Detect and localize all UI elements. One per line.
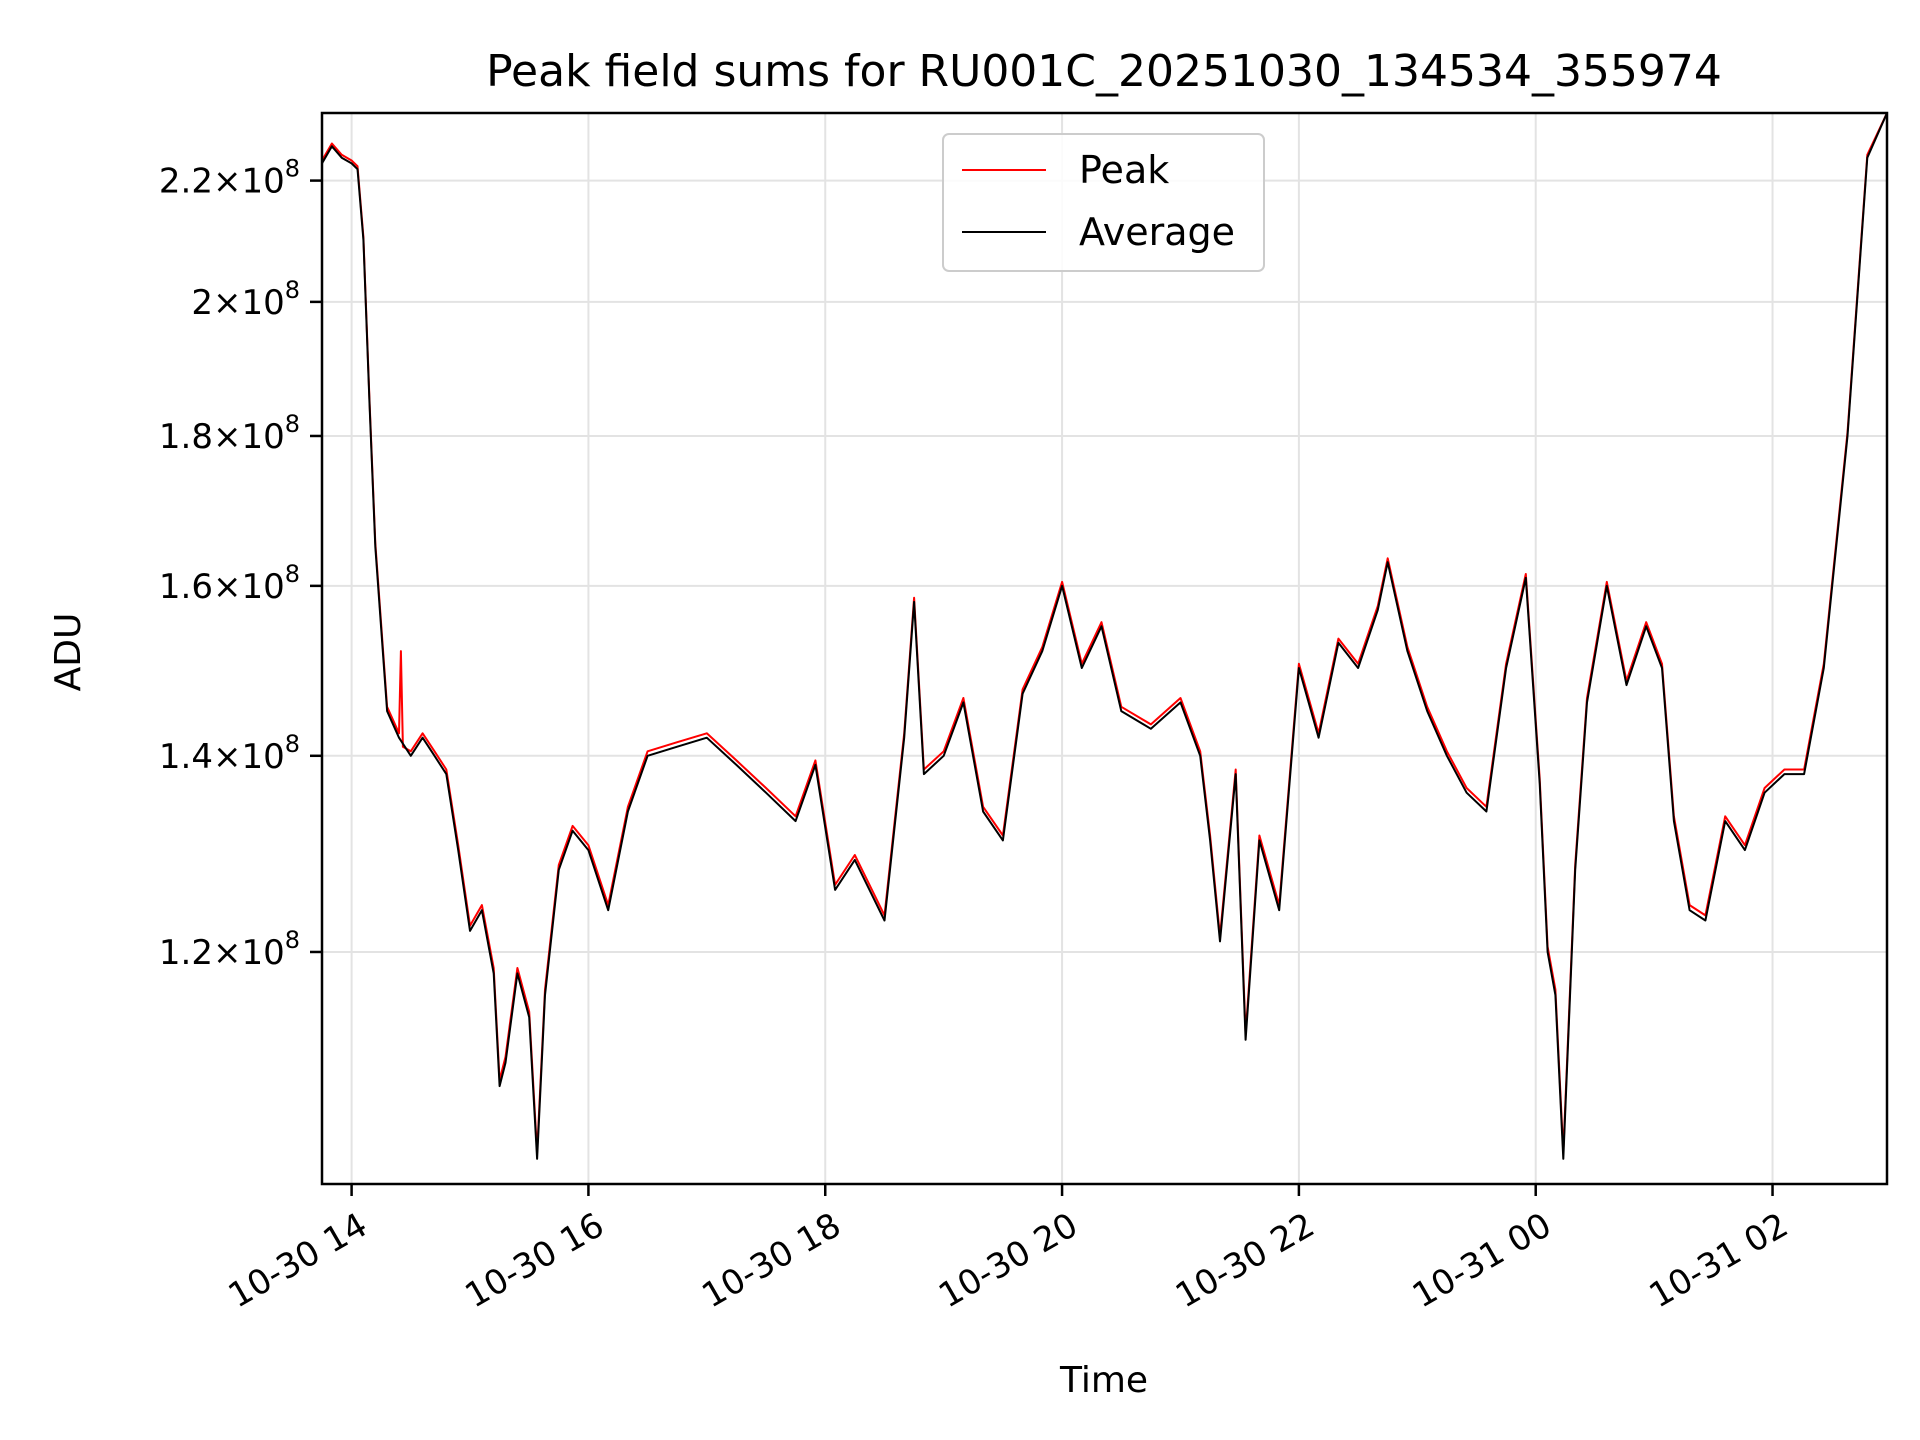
- y-tick-base: 10: [241, 567, 284, 607]
- y-tick-base: 10: [241, 737, 284, 777]
- y-axis-label: ADU: [48, 613, 89, 692]
- legend-box: [942, 133, 1265, 272]
- legend-label-average: Average: [1079, 210, 1235, 254]
- y-tick-mantissa: 2: [191, 283, 213, 323]
- x-axis-label: Time: [1059, 1360, 1148, 1401]
- legend: Peak Average: [942, 133, 1265, 272]
- y-tick-base: 10: [241, 933, 284, 973]
- y-tick-label: 1.2×108: [159, 926, 300, 973]
- y-tick-exponent: 8: [285, 155, 300, 183]
- grid-lines: [322, 113, 1887, 1184]
- x-tick-label: 10-30 16: [459, 1205, 611, 1316]
- y-tick-times-sign: ×: [213, 737, 242, 777]
- y-tick-base: 10: [241, 162, 284, 202]
- y-tick-mantissa: 2.2: [159, 162, 213, 202]
- plot-frame: [320, 111, 1889, 1186]
- y-tick-label: 2.2×108: [159, 155, 300, 202]
- y-tick-times-sign: ×: [213, 567, 242, 607]
- x-tick-label: 10-31 00: [1406, 1205, 1558, 1316]
- x-tick-label: 10-31 02: [1643, 1205, 1795, 1316]
- y-tick-mantissa: 1.2: [159, 933, 213, 973]
- y-tick-times-sign: ×: [213, 417, 242, 457]
- y-tick-label: 1.8×108: [159, 410, 300, 457]
- y-tick-mantissa: 1.6: [159, 567, 213, 607]
- x-tick-label: 10-30 20: [932, 1205, 1084, 1316]
- y-tick-exponent: 8: [285, 730, 300, 758]
- y-tick-times-sign: ×: [213, 933, 242, 973]
- y-tick-label: 1.6×108: [159, 560, 300, 607]
- x-tick-label: 10-30 18: [695, 1205, 847, 1316]
- y-tick-exponent: 8: [285, 560, 300, 588]
- y-tick-mantissa: 1.4: [159, 737, 213, 777]
- y-tick-times-sign: ×: [213, 162, 242, 202]
- x-tick-label: 10-30 22: [1169, 1205, 1321, 1316]
- x-tick-label: 10-30 14: [222, 1205, 374, 1316]
- series-layer: [322, 113, 1887, 1160]
- y-tick-base: 10: [241, 283, 284, 323]
- y-tick-label: 1.4×108: [159, 730, 300, 777]
- y-tick-label: 2×108: [191, 276, 300, 323]
- y-tick-exponent: 8: [285, 410, 300, 438]
- y-tick-exponent: 8: [285, 926, 300, 954]
- chart-title: Peak field sums for RU001C_20251030_1345…: [486, 46, 1722, 97]
- y-tick-exponent: 8: [285, 276, 300, 304]
- legend-label-peak: Peak: [1079, 148, 1169, 192]
- y-tick-base: 10: [241, 417, 284, 457]
- series-line-average: [322, 113, 1887, 1160]
- x-axis-ticks: 10-30 14 10-30 16 10-30 18 10-30 20 10-30 22…: [222, 1184, 1795, 1316]
- y-tick-mantissa: 1.8: [159, 417, 213, 457]
- y-tick-times-sign: ×: [213, 283, 242, 323]
